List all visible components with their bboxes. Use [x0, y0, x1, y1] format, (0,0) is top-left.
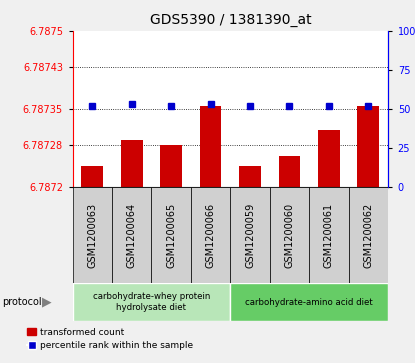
- Bar: [151, 187, 191, 283]
- Text: protocol: protocol: [2, 297, 42, 307]
- Text: GSM1200059: GSM1200059: [245, 203, 255, 268]
- Bar: [230, 283, 388, 321]
- Text: GSM1200066: GSM1200066: [205, 203, 216, 268]
- Text: carbohydrate-amino acid diet: carbohydrate-amino acid diet: [245, 298, 373, 307]
- Bar: [73, 283, 230, 321]
- Text: ▶: ▶: [42, 295, 51, 309]
- Bar: [200, 106, 222, 187]
- Bar: [309, 187, 349, 283]
- Bar: [318, 130, 340, 187]
- Bar: [121, 140, 143, 187]
- Text: GSM1200064: GSM1200064: [127, 203, 137, 268]
- Bar: [191, 187, 230, 283]
- Bar: [112, 187, 151, 283]
- Bar: [230, 187, 270, 283]
- Bar: [278, 156, 300, 187]
- Text: GSM1200065: GSM1200065: [166, 203, 176, 268]
- Legend: transformed count, percentile rank within the sample: transformed count, percentile rank withi…: [25, 326, 195, 352]
- Text: GSM1200061: GSM1200061: [324, 203, 334, 268]
- Bar: [160, 145, 182, 187]
- Bar: [239, 166, 261, 187]
- Text: GSM1200063: GSM1200063: [87, 203, 98, 268]
- Bar: [349, 187, 388, 283]
- Text: GSM1200062: GSM1200062: [363, 203, 374, 268]
- Text: GSM1200060: GSM1200060: [284, 203, 295, 268]
- Bar: [81, 166, 103, 187]
- Bar: [357, 106, 379, 187]
- Text: carbohydrate-whey protein
hydrolysate diet: carbohydrate-whey protein hydrolysate di…: [93, 293, 210, 312]
- Title: GDS5390 / 1381390_at: GDS5390 / 1381390_at: [149, 13, 311, 27]
- Bar: [270, 187, 309, 283]
- Bar: [73, 187, 112, 283]
